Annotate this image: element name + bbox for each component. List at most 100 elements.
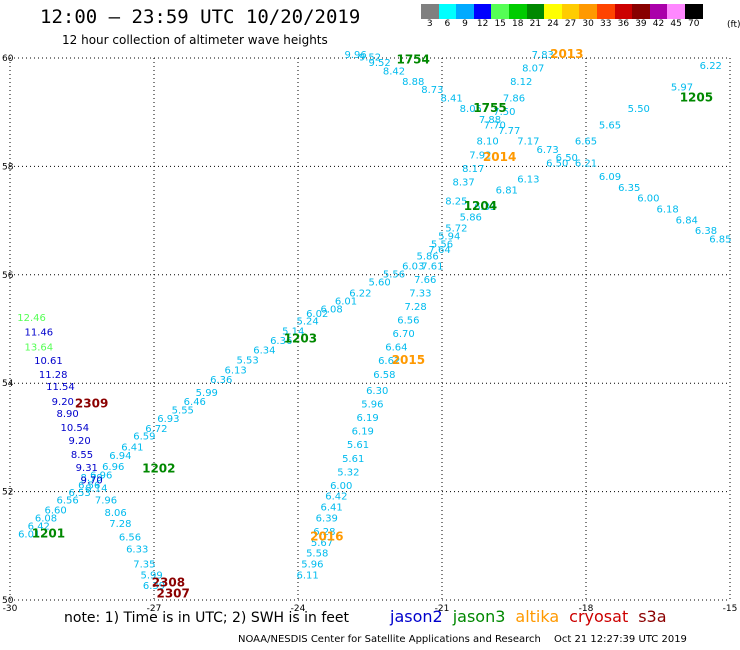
swh-value: 6.56 xyxy=(78,480,100,491)
swh-value: 8.07 xyxy=(522,64,544,75)
swh-value: 7.64 xyxy=(428,245,450,256)
legend-label: 15 xyxy=(494,19,506,29)
swh-value: 6.22 xyxy=(349,288,371,299)
swh-value: 5.32 xyxy=(337,467,359,478)
swh-value: 7.35 xyxy=(133,559,155,570)
swh-value: 7.83 xyxy=(532,50,554,61)
legend-swatch xyxy=(544,4,562,19)
legend-swatch xyxy=(667,4,685,19)
swh-value: 5.53 xyxy=(236,356,258,367)
swh-value: 5.65 xyxy=(599,120,621,131)
swh-value: 8.17 xyxy=(462,164,484,175)
swh-value: 5.96 xyxy=(361,400,383,411)
swh-value: 5.14 xyxy=(282,326,304,337)
swh-value: 7.96 xyxy=(95,496,117,507)
swh-value: 13.64 xyxy=(24,343,53,354)
swh-value: 7.61 xyxy=(421,261,443,272)
swh-value: 7.77 xyxy=(498,126,520,137)
track-time-label: 2013 xyxy=(550,47,583,61)
swh-value: 5.67 xyxy=(311,538,333,549)
swh-value: 11.46 xyxy=(24,328,53,339)
swh-value: 7.50 xyxy=(493,107,515,118)
track-time-label: 2015 xyxy=(392,353,425,367)
swh-value: 8.73 xyxy=(421,85,443,96)
swh-value: 10.54 xyxy=(60,423,89,434)
lon-tick-label: -27 xyxy=(147,604,162,614)
lat-tick-label: 58 xyxy=(2,162,14,172)
track-time-label: 2307 xyxy=(156,586,189,600)
swh-value: 6.70 xyxy=(392,329,414,340)
swh-value: 6.84 xyxy=(676,215,698,226)
swh-value: 6.96 xyxy=(90,471,112,482)
swh-value: 6.72 xyxy=(145,424,167,435)
legend-swatch xyxy=(649,4,668,19)
swh-value: 6.03 xyxy=(402,261,424,272)
lat-tick-label: 52 xyxy=(2,488,13,498)
swh-value: 7.92 xyxy=(469,150,491,161)
legend-swatch xyxy=(508,4,527,19)
swh-value: 6.13 xyxy=(517,175,539,186)
legend-label: 24 xyxy=(547,19,559,29)
legend-swatch xyxy=(526,4,545,19)
swh-value: 6.36 xyxy=(270,336,292,347)
swh-value: 5.97 xyxy=(671,83,693,94)
legend-labels: 3 6 9 12 15 18 21 24 27 30 33 36 39 42 45 70 xyxy=(421,19,703,29)
swh-value: 9.96 xyxy=(344,50,366,61)
swh-value: 6.56 xyxy=(119,532,141,543)
legend-label: 6 xyxy=(444,19,451,29)
swh-value: 8.25 xyxy=(445,196,467,207)
swh-value: 6.08 xyxy=(35,513,57,524)
swh-value: 8.14 xyxy=(85,484,107,495)
swh-value: 6.56 xyxy=(397,316,419,327)
swh-value: 6.35 xyxy=(618,183,640,194)
swh-value: 6.81 xyxy=(496,186,518,197)
swh-value: 5.61 xyxy=(342,454,364,465)
legend-swatches xyxy=(421,4,703,19)
legend-label: 36 xyxy=(617,19,630,29)
swh-value: 6.21 xyxy=(575,158,597,169)
legend-swatch xyxy=(579,4,597,19)
swh-value: 5.50 xyxy=(628,104,650,115)
swh-value: 9.70 xyxy=(80,475,102,486)
swh-value: 6.65 xyxy=(575,137,597,148)
swh-value: 8.42 xyxy=(383,66,405,77)
swh-value: 6.53 xyxy=(68,488,90,499)
swh-value: 7.28 xyxy=(404,302,426,313)
lon-tick-label: -15 xyxy=(723,604,738,614)
swh-value: 6.01 xyxy=(18,530,40,541)
legend-label: 27 xyxy=(564,19,577,29)
satellite-legend-altika: altika xyxy=(515,607,560,626)
track-time-label: 1202 xyxy=(142,462,175,476)
page-title: 12:00 – 23:59 UTC 10/20/2019 xyxy=(40,6,361,28)
swh-value: 8.05 xyxy=(460,104,482,115)
legend-swatch xyxy=(438,4,457,19)
legend-label: 70 xyxy=(687,19,700,29)
swh-value: 8.10 xyxy=(476,137,498,148)
lon-tick-label: -24 xyxy=(291,604,306,614)
page-subtitle: 12 hour collection of altimeter wave hei… xyxy=(62,33,328,47)
color-legend: 3 6 9 12 15 18 21 24 27 30 33 36 39 42 45 70 (ft) xyxy=(421,4,740,30)
swh-value: 6.22 xyxy=(700,61,722,72)
legend-swatch xyxy=(684,4,703,19)
swh-value: 6.58 xyxy=(373,370,395,381)
swh-value: 7.88 xyxy=(479,115,501,126)
satellite-legend-cryosat: cryosat xyxy=(569,607,629,626)
lat-tick-label: 54 xyxy=(2,379,14,389)
track-time-label: 1755 xyxy=(473,101,506,115)
swh-value: 11.54 xyxy=(46,382,75,393)
swh-value: 10.61 xyxy=(34,356,63,367)
swh-value: 9.52 xyxy=(359,53,381,64)
legend-swatch xyxy=(596,4,615,19)
track-time-label: 2309 xyxy=(75,397,108,411)
track-time-label: 1204 xyxy=(464,199,497,213)
swh-value: 6.94 xyxy=(109,451,131,462)
lon-tick-label: -30 xyxy=(3,604,18,614)
swh-value: 6.50 xyxy=(546,158,568,169)
swh-value: 6.39 xyxy=(143,581,165,592)
swh-value: 9.20 xyxy=(52,397,74,408)
legend-label: 9 xyxy=(462,19,468,29)
swh-value: 5.60 xyxy=(368,278,390,289)
track-time-label: 2014 xyxy=(483,150,516,164)
swh-value: 8.55 xyxy=(71,450,93,461)
swh-value: 6.42 xyxy=(28,522,50,533)
